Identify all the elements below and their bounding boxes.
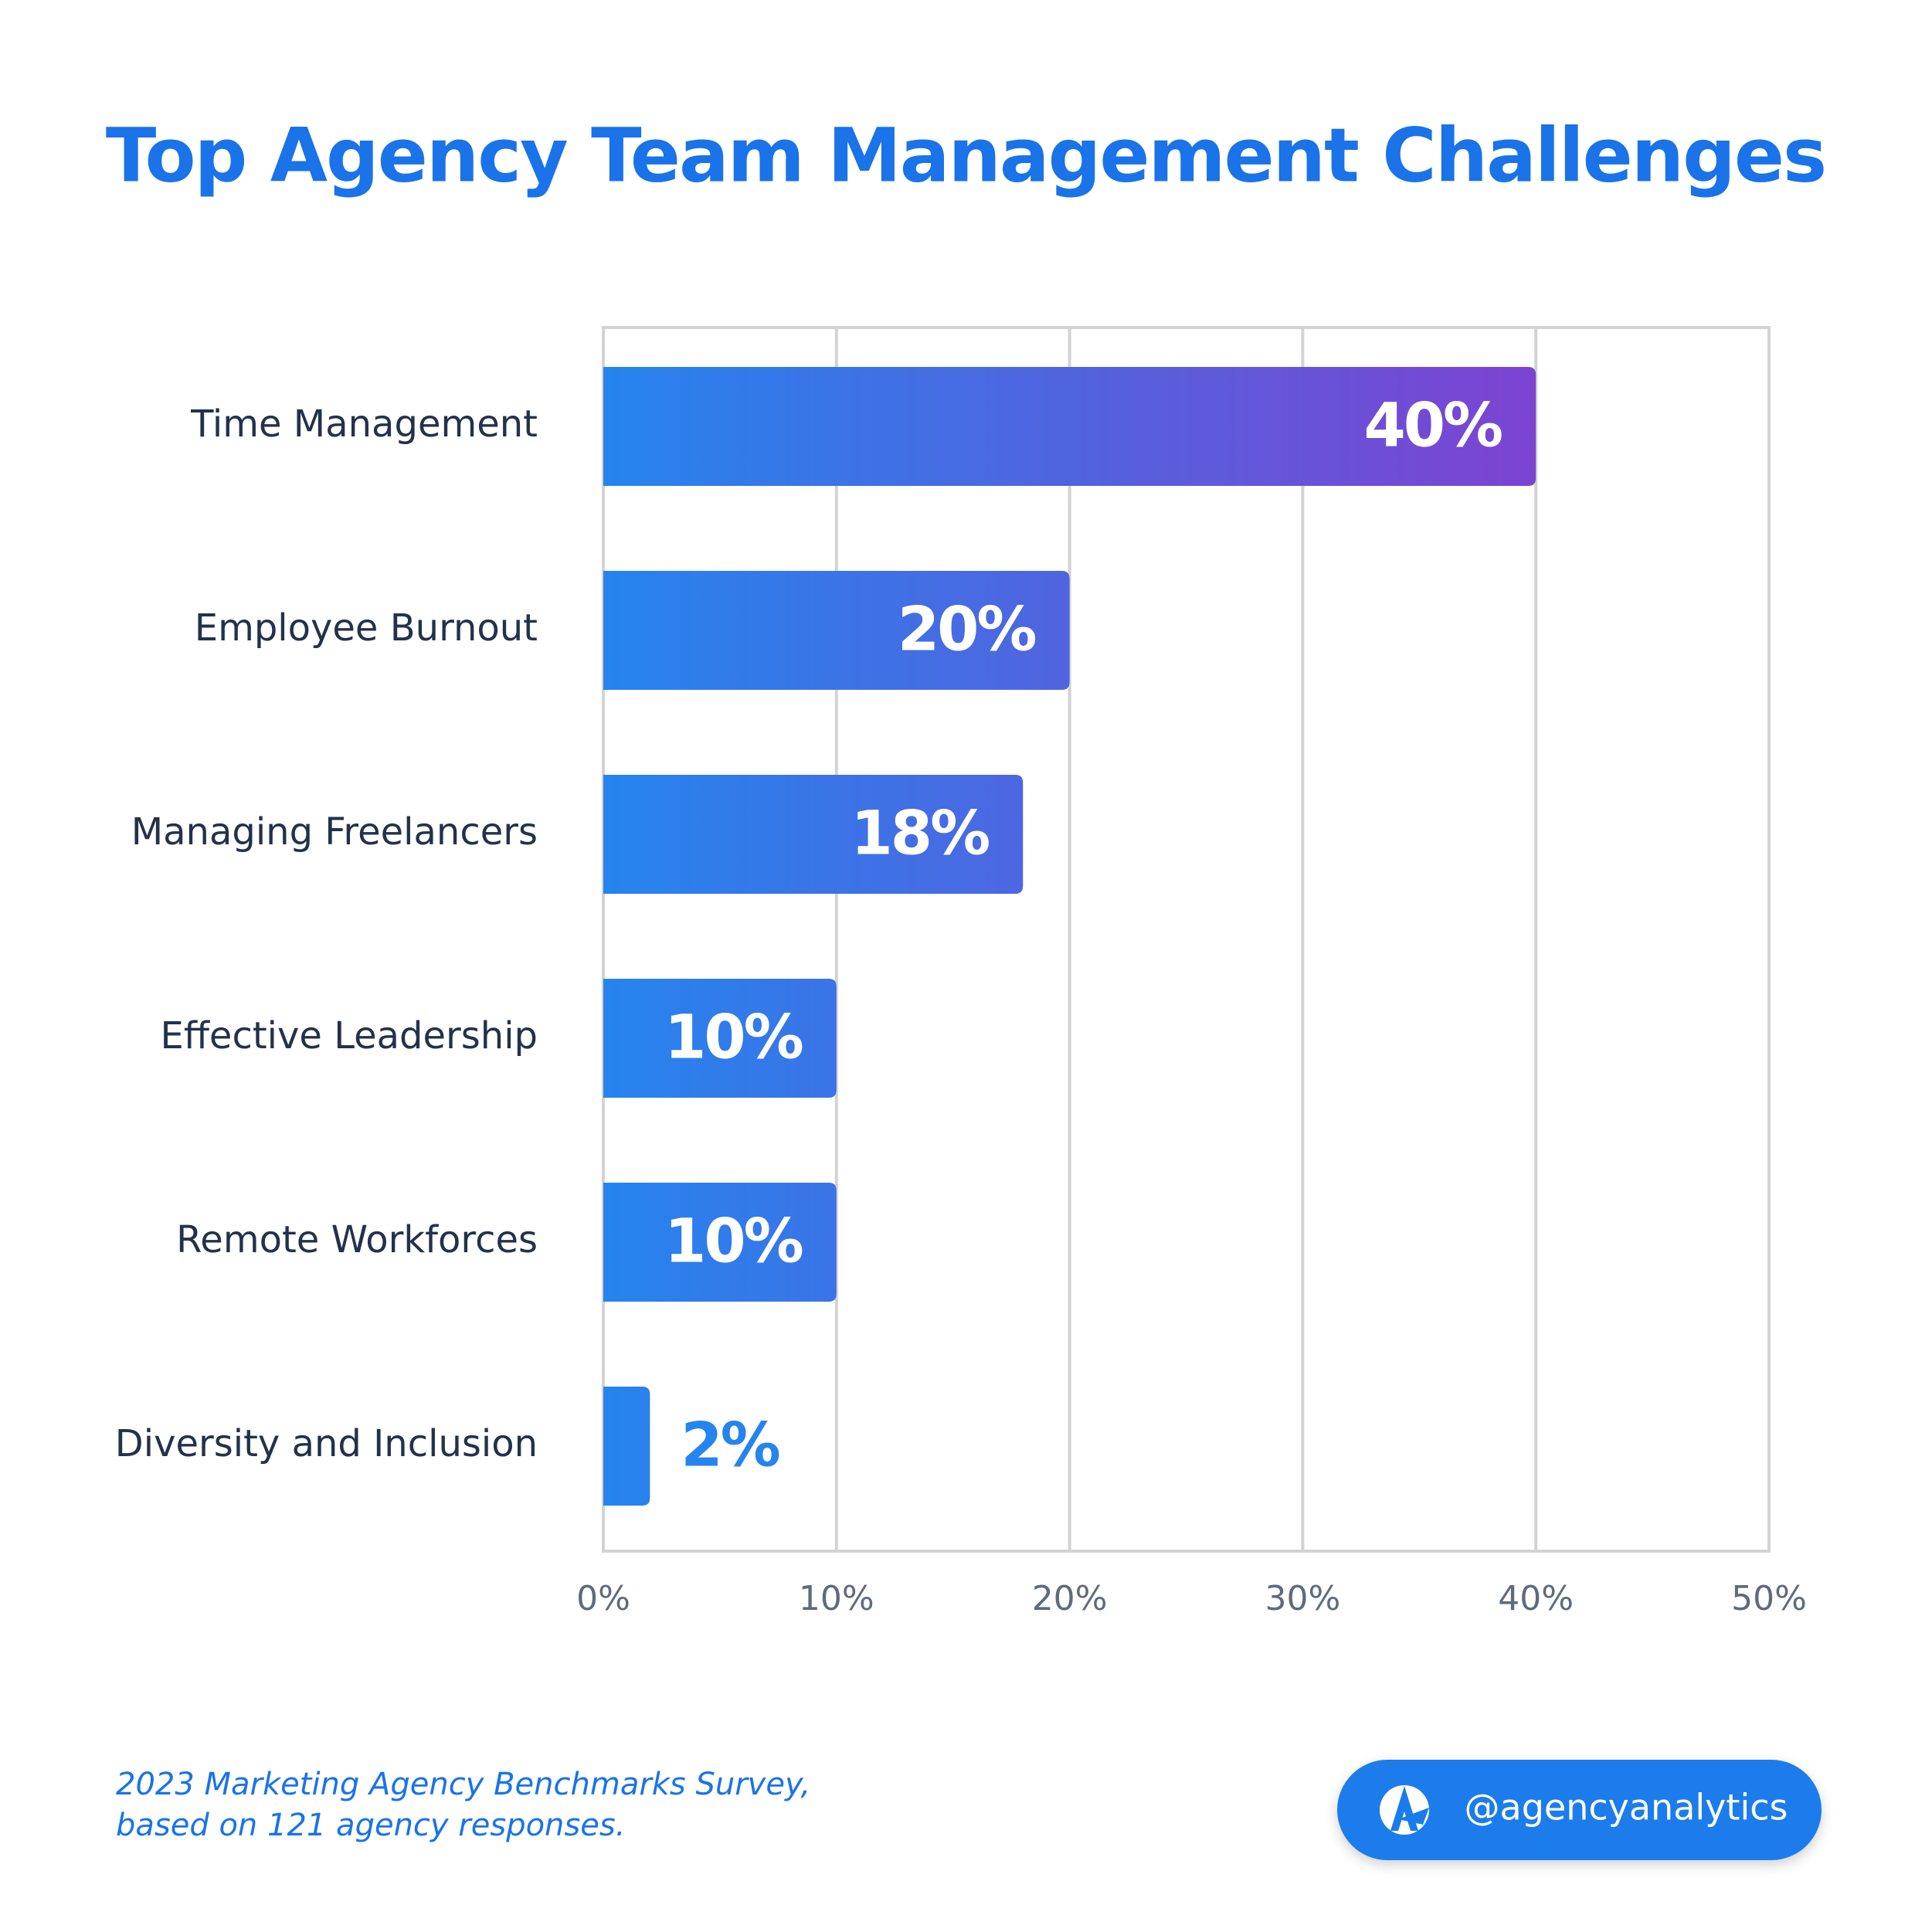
category-label: Time Management xyxy=(190,402,538,446)
category-label: Remote Workforces xyxy=(176,1218,538,1261)
category-label: Managing Freelancers xyxy=(131,810,538,854)
x-tick-label: 40% xyxy=(1498,1579,1574,1618)
value-label: 10% xyxy=(664,1003,803,1072)
bar xyxy=(603,1183,837,1302)
category-label: Employee Burnout xyxy=(195,606,538,650)
x-tick-label: 50% xyxy=(1731,1579,1807,1618)
x-tick-label: 10% xyxy=(799,1579,874,1618)
category-label: Effective Leadership xyxy=(161,1014,538,1058)
value-label: 10% xyxy=(664,1207,803,1276)
x-tick-label: 30% xyxy=(1265,1579,1341,1618)
bar xyxy=(603,367,1536,486)
x-tick-label: 20% xyxy=(1032,1579,1108,1618)
bar xyxy=(603,1387,650,1506)
value-label: 2% xyxy=(681,1411,779,1480)
x-tick-label: 0% xyxy=(576,1579,630,1618)
handle-badge[interactable] xyxy=(1337,1760,1822,1860)
handle: @agencyanalytics xyxy=(1465,1787,1788,1828)
value-label: 20% xyxy=(898,595,1036,664)
footnote: 2023 Marketing Agency Benchmarks Survey, xyxy=(116,1767,810,1802)
logo xyxy=(1380,1785,1429,1835)
value-label: 40% xyxy=(1363,391,1502,460)
value-label: 18% xyxy=(851,799,990,868)
bar xyxy=(603,571,1070,690)
badge-background xyxy=(1337,1760,1822,1860)
category-label: Diversity and Inclusion xyxy=(115,1422,538,1465)
footnote: based on 121 agency responses. xyxy=(116,1808,625,1843)
plot-frame xyxy=(602,326,1771,1553)
bar xyxy=(603,775,1024,894)
bar xyxy=(603,979,837,1098)
chart-title: Top Agency Team Management Challenges xyxy=(106,112,1825,199)
